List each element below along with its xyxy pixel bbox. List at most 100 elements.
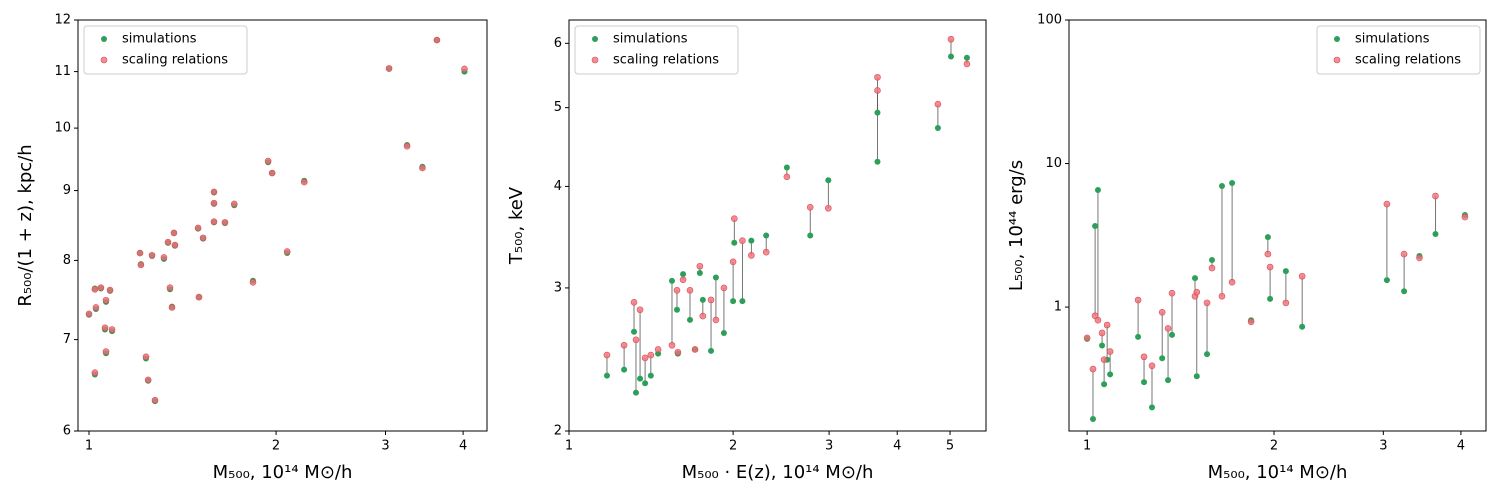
point — [164, 238, 172, 246]
point — [631, 328, 638, 335]
point — [947, 35, 955, 43]
x-axis-label: M₅₀₀, 10¹⁴ M⊙/h — [213, 462, 353, 483]
point — [1092, 223, 1099, 230]
point — [707, 296, 715, 304]
point — [783, 173, 791, 181]
point — [1264, 234, 1271, 241]
point — [1159, 355, 1166, 362]
legend-label: simulations — [613, 32, 688, 47]
legend-marker — [1334, 36, 1340, 42]
point — [1140, 353, 1148, 361]
point — [934, 124, 941, 131]
point — [637, 375, 644, 382]
point — [283, 248, 291, 255]
x-tick-label: 4 — [1457, 439, 1465, 454]
point — [739, 298, 746, 305]
x-tick-label: 1 — [85, 439, 93, 454]
point — [1208, 256, 1215, 263]
point — [1103, 321, 1111, 329]
point — [699, 312, 707, 320]
point — [221, 219, 229, 226]
x-axis-label: M₅₀₀ · E(z), 10¹⁴ M⊙/h — [682, 462, 874, 483]
point — [1134, 296, 1142, 304]
point — [696, 269, 703, 276]
x-tick-label: 1 — [1083, 439, 1091, 454]
point — [1299, 323, 1306, 330]
point — [142, 353, 150, 361]
point — [148, 251, 156, 259]
point — [1169, 331, 1176, 338]
x-tick-label: 4 — [893, 439, 901, 454]
x-tick-label: 2 — [1270, 439, 1278, 454]
y-tick-label: 2 — [554, 424, 562, 439]
point — [166, 284, 174, 292]
point — [720, 284, 728, 292]
point — [762, 248, 770, 256]
point — [1218, 183, 1225, 190]
point — [1282, 299, 1290, 307]
point — [825, 177, 832, 184]
point — [1148, 362, 1156, 370]
y-axis-label: T₅₀₀, keV — [506, 186, 527, 265]
point — [691, 346, 699, 353]
point — [1204, 351, 1211, 358]
point — [264, 157, 272, 165]
point — [783, 164, 790, 171]
point — [636, 306, 644, 314]
x-tick-label: 3 — [1379, 439, 1387, 454]
point — [151, 396, 159, 404]
y-axis-label: L₅₀₀, 10⁴⁴ erg/s — [1006, 160, 1027, 291]
point — [1148, 404, 1155, 411]
point — [630, 299, 638, 306]
axes-frame — [1068, 19, 1487, 432]
point — [686, 316, 693, 323]
point — [461, 65, 468, 73]
point — [1098, 329, 1106, 337]
point — [171, 241, 179, 249]
point — [1266, 263, 1274, 271]
point — [712, 316, 720, 324]
point — [632, 336, 640, 344]
point — [620, 341, 628, 349]
point — [654, 346, 662, 353]
point — [699, 296, 706, 303]
point — [668, 341, 676, 349]
point — [632, 389, 639, 396]
point — [1094, 187, 1101, 194]
point — [1101, 381, 1108, 388]
point — [963, 60, 971, 68]
legend-label: simulations — [122, 32, 197, 47]
legend-marker — [1333, 56, 1341, 64]
point — [97, 284, 105, 292]
point — [874, 87, 881, 94]
legend: simulations scaling relations — [1316, 25, 1481, 75]
x-tick-label: 1 — [565, 439, 573, 454]
point — [1203, 299, 1211, 307]
x-tick-label: 3 — [381, 439, 389, 454]
point — [1247, 318, 1255, 326]
point — [403, 142, 411, 150]
point — [102, 296, 110, 304]
point — [720, 330, 727, 337]
point — [874, 73, 881, 81]
y-tick-label: 10 — [1045, 156, 1062, 171]
point — [1094, 316, 1102, 324]
point — [603, 372, 610, 379]
y-tick-label: 5 — [554, 100, 562, 115]
legend-marker — [100, 56, 108, 64]
y-tick-label: 7 — [63, 332, 71, 347]
point — [144, 376, 152, 384]
legend-marker — [101, 36, 107, 42]
y-tick-label: 12 — [54, 13, 71, 28]
point — [1083, 334, 1091, 342]
point — [647, 372, 654, 379]
point — [763, 232, 770, 239]
point — [102, 348, 110, 355]
point — [1135, 333, 1142, 340]
y-axis-label: R₅₀₀/(1 + z), kpc/h — [15, 144, 36, 306]
plot-area — [1083, 179, 1469, 423]
point — [1228, 278, 1236, 286]
point — [210, 188, 218, 196]
point — [963, 54, 970, 61]
